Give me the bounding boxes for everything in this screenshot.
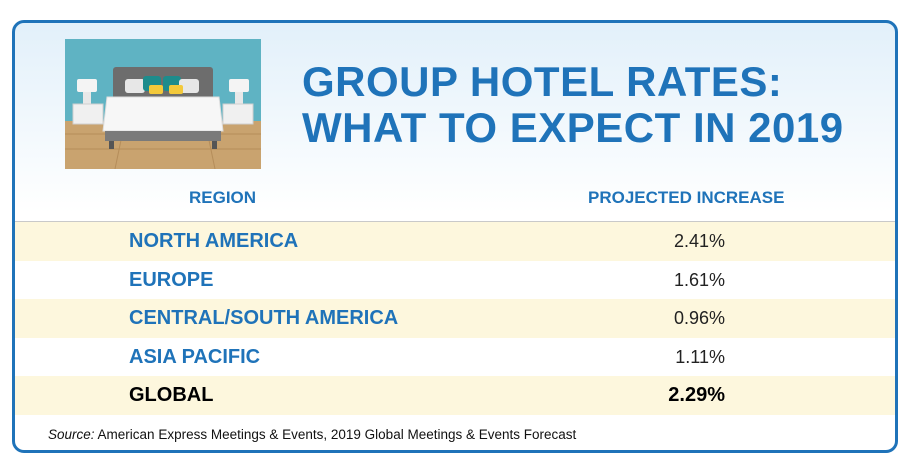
- title-line-1: GROUP HOTEL RATES:: [302, 58, 783, 105]
- region-label: EUROPE: [129, 268, 214, 291]
- column-header-region: REGION: [189, 188, 257, 207]
- table-row: EUROPE 1.61%: [15, 261, 895, 300]
- hotel-bed-image: [65, 39, 261, 169]
- increase-value: 0.96%: [673, 308, 725, 329]
- increase-value: 1.61%: [673, 269, 725, 290]
- region-label: ASIA PACIFIC: [129, 345, 261, 368]
- region-label: NORTH AMERICA: [129, 230, 299, 252]
- table-row: ASIA PACIFIC 1.11%: [15, 338, 895, 377]
- region-label: GLOBAL: [129, 384, 214, 407]
- column-header-projected-increase: PROJECTED INCREASE: [588, 188, 785, 207]
- increase-value: 1.11%: [675, 346, 725, 367]
- title-line-2: WHAT TO EXPECT IN 2019: [302, 104, 844, 151]
- table-row: CENTRAL/SOUTH AMERICA 0.96%: [15, 299, 895, 338]
- source-text: American Express Meetings & Events, 2019…: [97, 427, 577, 442]
- source-label: Source:: [48, 427, 95, 442]
- region-label: CENTRAL/SOUTH AMERICA: [129, 307, 399, 330]
- data-table: NORTH AMERICA 2.41% EUROPE 1.61% CENTRAL…: [15, 221, 895, 415]
- source-note: Source: American Express Meetings & Even…: [48, 427, 576, 442]
- increase-value: 2.29%: [668, 384, 725, 407]
- increase-value: 2.41%: [673, 231, 725, 251]
- table-row-global: GLOBAL 2.29%: [15, 376, 895, 415]
- table-row: NORTH AMERICA 2.41%: [15, 221, 895, 261]
- infographic-card: GROUP HOTEL RATES: WHAT TO EXPECT IN 201…: [12, 20, 898, 453]
- page-title: GROUP HOTEL RATES: WHAT TO EXPECT IN 201…: [302, 59, 844, 151]
